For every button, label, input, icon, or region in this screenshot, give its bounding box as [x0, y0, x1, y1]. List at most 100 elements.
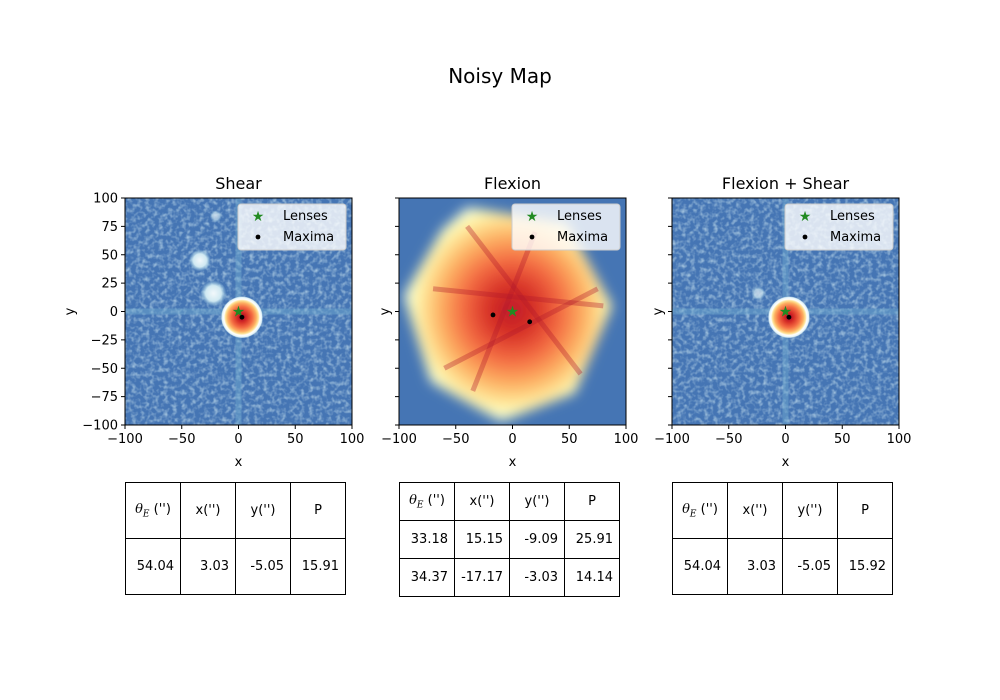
legend-lens-icon: ★	[526, 209, 539, 225]
table-cell: 3.03	[727, 538, 783, 595]
table-header-cell: y('')	[782, 482, 838, 539]
maxima-marker	[527, 319, 533, 325]
table-header-row: θE ('') x('') y('') P	[125, 482, 346, 539]
y-tick-label: −50	[91, 362, 118, 377]
table-header-cell: P	[290, 482, 346, 539]
table-header-cell: y('')	[235, 482, 291, 539]
table-header-cell: x('')	[454, 482, 510, 521]
y-tick-label: −25	[91, 333, 118, 348]
y-tick-label: 50	[101, 248, 118, 263]
lens-marker: ★	[506, 303, 519, 321]
table-cell: 25.91	[564, 520, 620, 559]
table-header-cell: P	[837, 482, 893, 539]
table-row: 34.37 -17.17 -3.03 14.14	[399, 558, 620, 597]
table-header-cell: P	[564, 482, 620, 521]
x-tick-label: −50	[715, 432, 742, 447]
y-tick-label: −75	[91, 390, 118, 405]
table-header-cell: θE ('')	[672, 482, 728, 539]
y-axis-label: y	[63, 307, 78, 315]
figure-title: Noisy Map	[448, 64, 552, 88]
maxima-marker	[786, 314, 792, 320]
x-tick-label: −50	[168, 432, 195, 447]
table-header-cell: x('')	[180, 482, 236, 539]
table-row: 54.04 3.03 -5.05 15.91	[125, 538, 346, 595]
legend-label-maxima: Maxima	[830, 230, 881, 245]
y-tick-label: 0	[110, 305, 118, 320]
heatmap-region	[403, 207, 613, 422]
y-axis-label: y	[378, 307, 393, 315]
artifact-blob	[751, 286, 766, 301]
artifact-blob	[200, 280, 227, 307]
x-tick-label: 50	[834, 432, 851, 447]
table-cell: 15.15	[454, 520, 510, 559]
table-cell: -5.05	[782, 538, 838, 595]
table-header-cell: x('')	[727, 482, 783, 539]
legend: ★ Lenses Maxima	[511, 203, 621, 251]
table-cell: -9.09	[509, 520, 565, 559]
table-cell: -5.05	[235, 538, 291, 595]
table-cell: -17.17	[454, 558, 510, 597]
table-cell: 54.04	[672, 538, 728, 595]
artifact-blob	[188, 249, 211, 272]
x-tick-label: 100	[340, 432, 365, 447]
heatmap-streak	[470, 231, 538, 392]
table-header-row: θE ('') x('') y('') P	[399, 482, 620, 521]
results-table-flexion-shear: θE ('') x('') y('') P 54.04 3.03 -5.05 15.92	[672, 482, 893, 595]
table-row: 33.18 15.15 -9.09 25.91	[399, 520, 620, 559]
legend-box	[784, 203, 894, 251]
table-cell: 15.92	[837, 538, 893, 595]
x-tick-label: −100	[654, 432, 690, 447]
x-tick-label: −100	[381, 432, 417, 447]
legend-lens-icon: ★	[799, 209, 812, 225]
legend-box	[237, 203, 347, 251]
heatmap-panel-2: Flexion + Shear −100 −50 0 50 100 x y ★★ Lenses Ma…	[651, 174, 911, 470]
legend-maxima-icon	[529, 234, 535, 240]
table-header-row: θE ('') x('') y('') P	[672, 482, 893, 539]
table-header-cell: θE ('')	[125, 482, 181, 539]
results-table-shear: θE ('') x('') y('') P 54.04 3.03 -5.05 15.91	[125, 482, 346, 595]
x-axis-label: x	[782, 455, 790, 470]
table-cell: 3.03	[180, 538, 236, 595]
x-tick-label: 0	[234, 432, 242, 447]
legend-label-lenses: Lenses	[557, 209, 602, 224]
legend-box	[511, 203, 621, 251]
legend-label-lenses: Lenses	[830, 209, 875, 224]
heatmap-panel-0: Shear −100 −50 0 50 100 x 100 75 50 25 0 −25 −50 −75 −1…	[63, 174, 364, 470]
table-cell: 14.14	[564, 558, 620, 597]
y-tick-label: 100	[93, 192, 118, 207]
panel-title: Shear	[215, 174, 262, 193]
x-tick-label: −50	[442, 432, 469, 447]
heatmap-panel-1: Flexion −100 −50 0 50 100 x y ★ ★ Lenses Maxima	[378, 174, 638, 470]
heatmap-streak	[465, 224, 583, 376]
table-header-cell: θE ('')	[399, 482, 455, 521]
table-cell: 54.04	[125, 538, 181, 595]
legend: ★ Lenses Maxima	[237, 203, 347, 251]
panel-title: Flexion	[484, 174, 541, 193]
y-tick-label: −100	[82, 419, 118, 434]
table-cell: 15.91	[290, 538, 346, 595]
maxima-marker	[239, 314, 245, 320]
x-tick-label: 100	[887, 432, 912, 447]
x-tick-label: 50	[561, 432, 578, 447]
x-tick-label: 100	[614, 432, 639, 447]
legend-label-lenses: Lenses	[283, 209, 328, 224]
y-tick-label: 75	[101, 220, 118, 235]
heatmap-streak	[432, 286, 604, 309]
x-axis-label: x	[509, 455, 517, 470]
results-table-flexion: θE ('') x('') y('') P 33.18 15.15 -9.09 25.91 34…	[399, 482, 620, 597]
y-axis-label: y	[651, 307, 666, 315]
panel-title: Flexion + Shear	[722, 174, 850, 193]
legend-label-maxima: Maxima	[283, 230, 334, 245]
x-axis-label: x	[235, 455, 243, 470]
table-header-cell: y('')	[509, 482, 565, 521]
table-cell: 33.18	[399, 520, 455, 559]
y-tick-label: 25	[101, 277, 118, 292]
table-cell: 34.37	[399, 558, 455, 597]
x-tick-label: 0	[781, 432, 789, 447]
table-row: 54.04 3.03 -5.05 15.92	[672, 538, 893, 595]
x-tick-label: 50	[287, 432, 304, 447]
table-cell: -3.03	[509, 558, 565, 597]
legend-maxima-icon	[802, 234, 808, 240]
legend-label-maxima: Maxima	[557, 230, 608, 245]
